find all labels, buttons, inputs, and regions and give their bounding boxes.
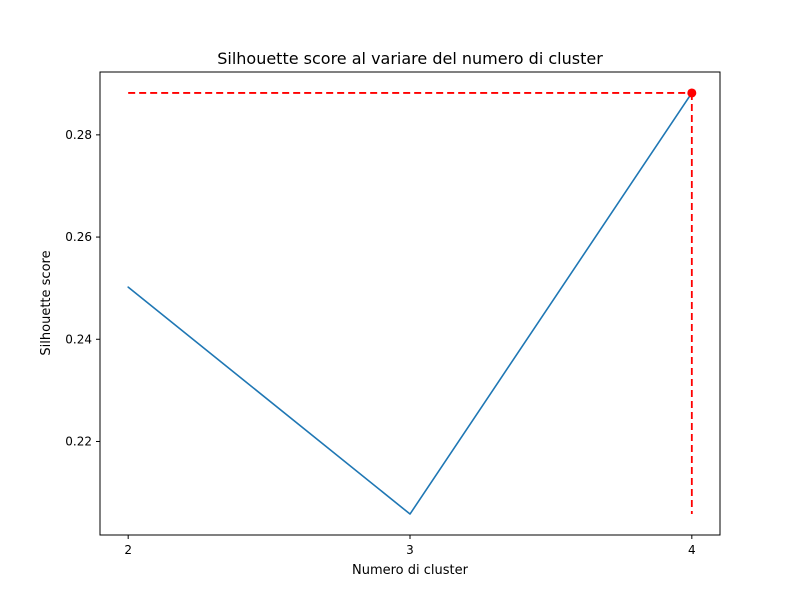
plot-frame (99, 71, 721, 536)
series-line-1 (127, 92, 693, 515)
x-axis-label: Numero di cluster (352, 563, 469, 578)
y-tick-label-4: 0.28 (65, 128, 92, 142)
y-axis-label: Silhouette score (39, 250, 54, 355)
highlight-point (687, 88, 697, 98)
x-tick-label-2: 3 (406, 543, 414, 557)
y-tick-label-2: 0.24 (65, 332, 92, 346)
y-axis-ticks: 0.22 0.24 0.26 0.28 (65, 128, 100, 448)
plot-content (127, 88, 697, 515)
x-axis-ticks: 2 3 4 (124, 535, 696, 557)
x-tick-label-3: 4 (688, 543, 696, 557)
y-tick-label-1: 0.22 (65, 434, 92, 448)
y-tick-label-3: 0.26 (65, 230, 92, 244)
x-tick-label-1: 2 (124, 543, 132, 557)
chart-title: Silhouette score al variare del numero d… (217, 49, 603, 68)
